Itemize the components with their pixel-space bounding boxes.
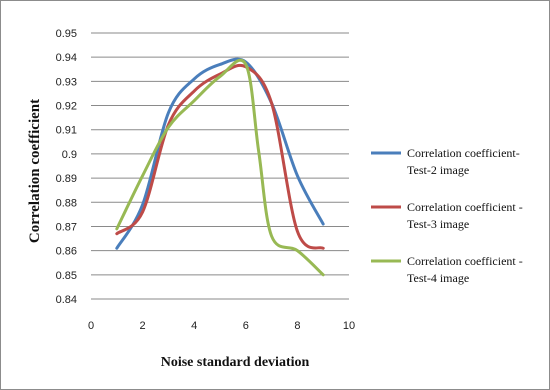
x-tick-label: 4 — [191, 320, 197, 332]
y-tick-label: 0.94 — [56, 52, 77, 64]
x-tick-label: 8 — [294, 320, 300, 332]
x-axis-title: Noise standard deviation — [161, 355, 310, 370]
legend-label-1: Test-2 image — [407, 163, 469, 177]
x-tick-label: 0 — [88, 320, 94, 332]
y-tick-label: 0.9 — [62, 149, 77, 161]
series-line-2 — [115, 63, 325, 250]
y-tick-label: 0.88 — [56, 197, 77, 209]
y-axis-title: Correlation coefficient — [27, 99, 43, 243]
x-tick-label: 2 — [140, 320, 146, 332]
y-tick-label: 0.89 — [56, 173, 77, 185]
legend-label-2: Correlation coefficient - — [407, 200, 523, 214]
legend-label-3: Test-4 image — [407, 271, 469, 285]
y-tick-label: 0.87 — [56, 221, 77, 233]
x-tick-label: 10 — [343, 320, 355, 332]
legend-label-3: Correlation coefficient - — [407, 254, 523, 268]
y-tick-label: 0.86 — [56, 246, 77, 258]
y-tick-label: 0.84 — [56, 294, 77, 306]
y-tick-label: 0.85 — [56, 270, 77, 282]
legend-label-2: Test-3 image — [407, 217, 469, 231]
x-tick-label: 6 — [243, 320, 249, 332]
series-line-1 — [115, 57, 325, 250]
y-tick-label: 0.92 — [56, 101, 77, 113]
y-tick-label: 0.91 — [56, 125, 77, 137]
legend-label-1: Correlation coefficient- — [407, 146, 520, 160]
series-line-3 — [115, 58, 325, 277]
y-tick-label: 0.95 — [56, 28, 77, 40]
y-tick-label: 0.93 — [56, 76, 77, 88]
